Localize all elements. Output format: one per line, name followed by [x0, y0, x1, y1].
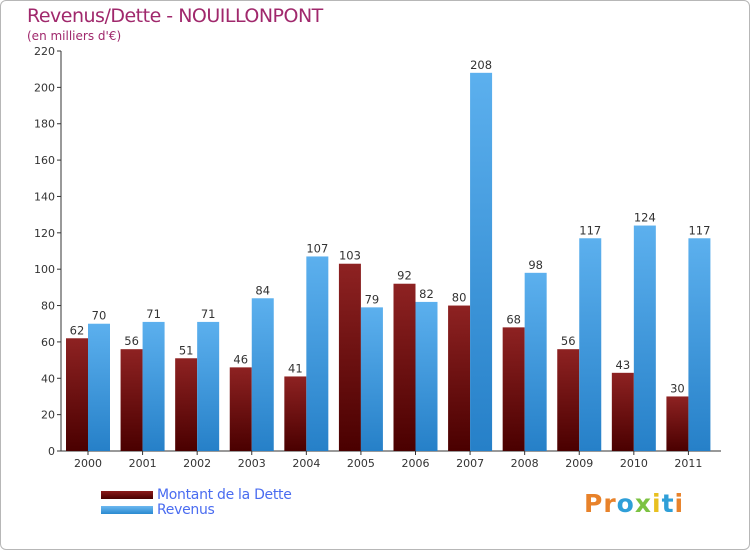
data-label-revenus: 117 [688, 223, 710, 237]
data-label-revenus: 124 [634, 211, 656, 225]
x-tick-label: 2001 [129, 457, 157, 470]
data-label-revenus: 98 [528, 258, 543, 272]
bar-revenus [633, 225, 656, 451]
bar-dette [393, 283, 416, 451]
x-tick-label: 2008 [511, 457, 539, 470]
data-label-dette: 68 [506, 312, 521, 326]
data-label-revenus: 79 [365, 292, 380, 306]
legend-item-revenus: Revenus [101, 501, 292, 518]
y-tick-label: 100 [34, 263, 55, 276]
legend-swatch-dette [101, 490, 153, 499]
y-tick-label: 220 [34, 45, 55, 58]
chart-title: Revenus/Dette - NOUILLONPONT [27, 5, 323, 27]
proxiti-logo: Proxiti [584, 489, 684, 518]
legend-label-dette: Montant de la Dette [157, 486, 292, 503]
y-tick-label: 180 [34, 118, 55, 131]
chart-legend: Montant de la Dette Revenus [101, 486, 292, 518]
bar-revenus [524, 272, 547, 451]
y-tick-label: 140 [34, 190, 55, 203]
data-label-dette: 43 [616, 358, 631, 372]
data-label-dette: 62 [70, 323, 85, 337]
logo-letter: t [661, 489, 675, 518]
logo-letter: i [652, 489, 662, 518]
x-tick-label: 2005 [347, 457, 375, 470]
bar-dette [448, 305, 471, 451]
bar-revenus [142, 321, 165, 451]
logo-letter: r [603, 489, 617, 518]
bar-dette [502, 327, 525, 451]
y-tick-label: 80 [41, 300, 55, 313]
x-tick-label: 2007 [456, 457, 484, 470]
data-label-dette: 51 [179, 343, 194, 357]
y-tick-label: 20 [41, 409, 55, 422]
y-tick-label: 40 [41, 372, 55, 385]
x-tick-label: 2006 [402, 457, 430, 470]
data-label-revenus: 71 [201, 307, 216, 321]
data-label-dette: 80 [452, 291, 467, 305]
bar-dette [611, 372, 634, 451]
y-tick-label: 160 [34, 154, 55, 167]
chart-unit-subtitle: (en milliers d'€) [27, 29, 122, 43]
logo-letter: i [674, 489, 685, 518]
y-tick-label: 200 [34, 81, 55, 94]
logo-letter: x [634, 489, 652, 518]
y-tick-label: 60 [41, 336, 55, 349]
x-tick-label: 2010 [620, 457, 648, 470]
x-tick-label: 2009 [565, 457, 593, 470]
bar-dette [120, 349, 143, 451]
x-tick-label: 2002 [183, 457, 211, 470]
x-tick-label: 2011 [674, 457, 702, 470]
x-tick-label: 2004 [292, 457, 320, 470]
logo-letter: o [616, 489, 635, 518]
data-label-revenus: 84 [255, 283, 270, 297]
bar-revenus [88, 323, 110, 451]
data-label-revenus: 82 [419, 287, 434, 301]
bar-revenus [197, 321, 220, 451]
data-label-revenus: 117 [579, 223, 601, 237]
data-label-revenus: 107 [306, 241, 328, 255]
data-label-dette: 56 [124, 334, 139, 348]
data-label-revenus: 71 [146, 307, 161, 321]
legend-item-dette: Montant de la Dette [101, 486, 292, 503]
bar-revenus [306, 256, 329, 451]
bar-dette [175, 358, 198, 451]
legend-label-revenus: Revenus [157, 501, 215, 518]
data-label-dette: 30 [670, 381, 685, 395]
bar-dette [229, 367, 252, 451]
bar-dette [338, 263, 361, 451]
x-tick-label: 2003 [238, 457, 266, 470]
data-label-dette: 41 [288, 361, 303, 375]
legend-swatch-revenus [101, 505, 153, 514]
y-tick-label: 0 [48, 445, 55, 458]
bar-dette [666, 396, 689, 451]
bar-revenus [470, 72, 493, 452]
data-label-dette: 103 [339, 249, 361, 263]
x-tick-label: 2000 [74, 457, 102, 470]
data-label-dette: 46 [233, 352, 248, 366]
bar-revenus [688, 238, 711, 451]
data-label-revenus: 208 [470, 58, 492, 72]
data-label-dette: 56 [561, 334, 576, 348]
data-label-dette: 92 [397, 269, 412, 283]
bar-revenus [579, 238, 602, 451]
bar-dette [284, 376, 307, 451]
bar-dette [66, 338, 88, 451]
bar-dette [557, 349, 580, 451]
bar-revenus [415, 301, 438, 451]
logo-letter: P [584, 489, 604, 518]
bar-revenus [251, 298, 274, 451]
data-label-revenus: 70 [92, 309, 107, 323]
bar-revenus [360, 307, 383, 451]
y-tick-label: 120 [34, 227, 55, 240]
